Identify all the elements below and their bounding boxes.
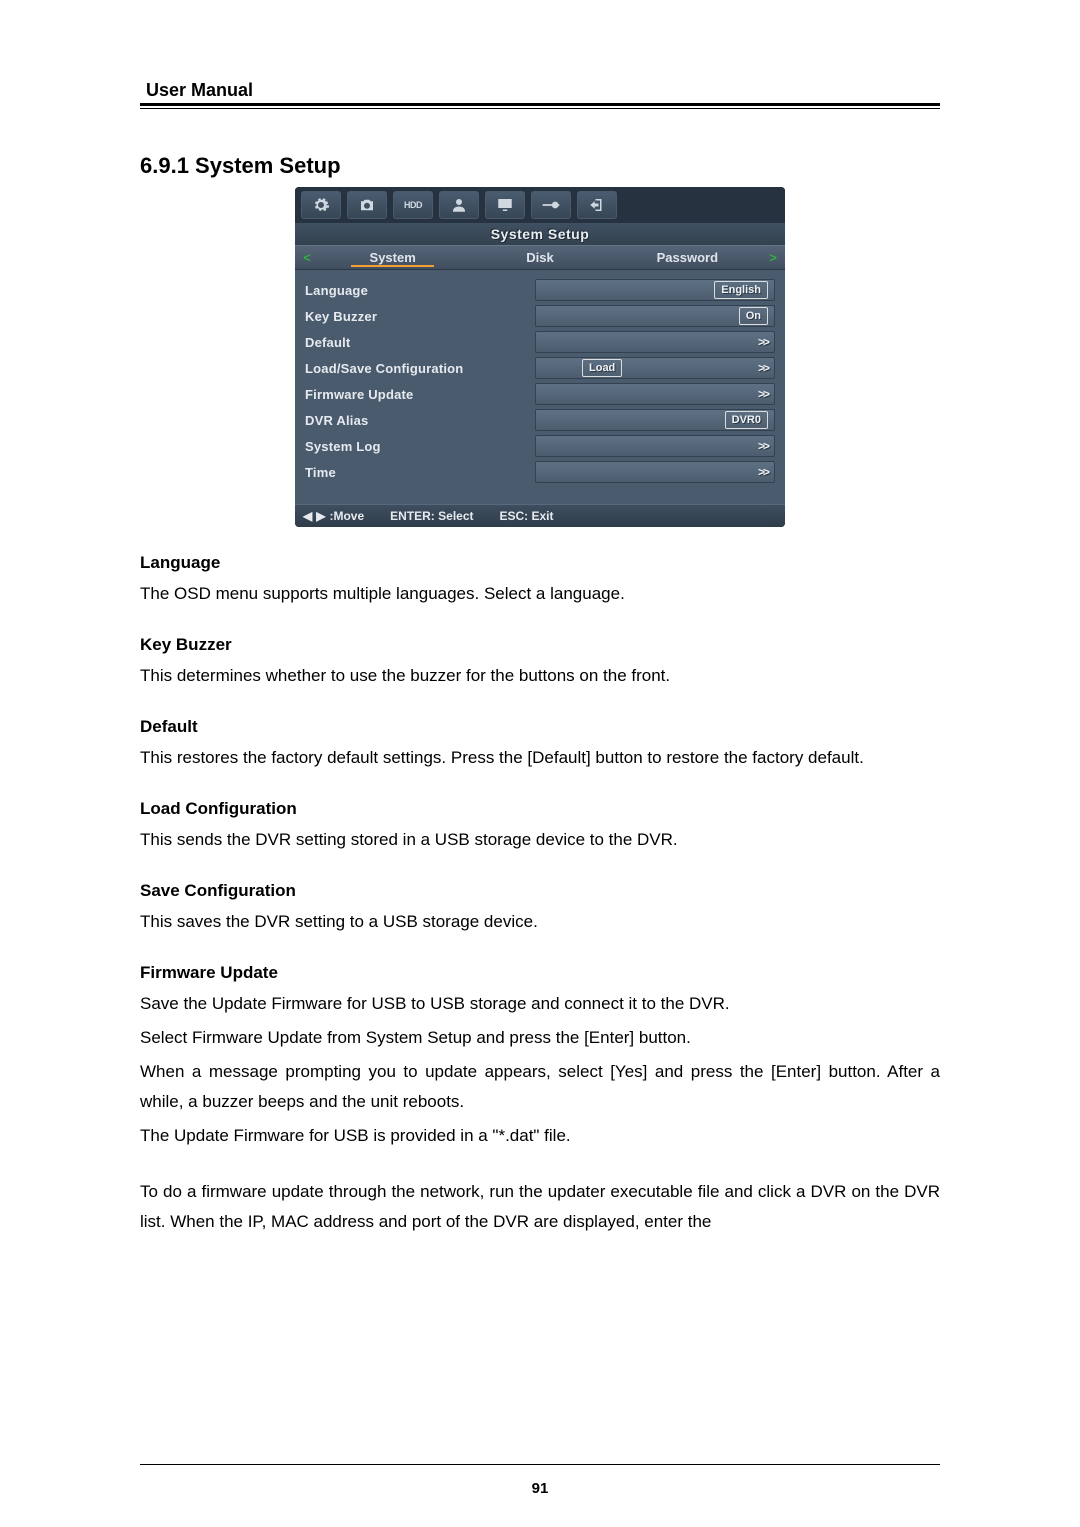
- footer-exit: ESC: Exit: [500, 509, 554, 523]
- section-saveconfig-title: Save Configuration: [140, 881, 940, 901]
- section-firmware-p1: Select Firmware Update from System Setup…: [140, 1023, 940, 1053]
- section-language-title: Language: [140, 553, 940, 573]
- row-default-label: Default: [305, 335, 535, 350]
- row-keybuzzer-value-text: On: [739, 307, 768, 325]
- row-firmware-value[interactable]: >>: [535, 383, 775, 405]
- row-language-label: Language: [305, 283, 535, 298]
- section-loadconfig-p0: This sends the DVR setting stored in a U…: [140, 825, 940, 855]
- row-systemlog-arrows: >>: [758, 439, 768, 453]
- row-systemlog: System Log >>: [305, 434, 775, 458]
- user-icon[interactable]: [439, 191, 479, 219]
- section-heading: 6.9.1 System Setup: [140, 153, 940, 179]
- footer-select: ENTER: Select: [390, 509, 473, 523]
- slider-icon[interactable]: [531, 191, 571, 219]
- row-time: Time >>: [305, 460, 775, 484]
- tabs-right-arrow[interactable]: >: [761, 246, 785, 269]
- row-firmware: Firmware Update >>: [305, 382, 775, 406]
- logout-icon[interactable]: [577, 191, 617, 219]
- row-dvralias-value-text: DVR0: [725, 411, 768, 429]
- tab-system[interactable]: System: [319, 246, 466, 269]
- dvr-toolbar: HDD: [295, 187, 785, 223]
- page-number: 91: [0, 1480, 1080, 1497]
- row-firmware-arrows: >>: [758, 387, 768, 401]
- section-firmware-title: Firmware Update: [140, 963, 940, 983]
- row-dvralias-value[interactable]: DVR0: [535, 409, 775, 431]
- header-rule-thick: [140, 103, 940, 106]
- row-language-value-text: English: [714, 281, 768, 299]
- header-rule-thin: [140, 108, 940, 109]
- tabs-left-arrow[interactable]: <: [295, 246, 319, 269]
- tab-disk[interactable]: Disk: [466, 246, 613, 269]
- section-loadconfig: Load Configuration This sends the DVR se…: [140, 799, 940, 855]
- footer-rule: [140, 1464, 940, 1465]
- section-firmware: Firmware Update Save the Update Firmware…: [140, 963, 940, 1151]
- section-saveconfig: Save Configuration This saves the DVR se…: [140, 881, 940, 937]
- dvr-window-title: System Setup: [295, 223, 785, 245]
- row-language: Language English: [305, 278, 775, 302]
- section-firmware-p2: When a message prompting you to update a…: [140, 1057, 940, 1117]
- section-firmware-p3: The Update Firmware for USB is provided …: [140, 1121, 940, 1151]
- section-default-p0: This restores the factory default settin…: [140, 743, 940, 773]
- section-firmware-p0: Save the Update Firmware for USB to USB …: [140, 989, 940, 1019]
- dvr-tabs: < System Disk Password >: [295, 245, 785, 270]
- row-keybuzzer-value[interactable]: On: [535, 305, 775, 327]
- footer-move-right-glyph: ▶: [316, 509, 325, 523]
- row-default: Default >>: [305, 330, 775, 354]
- hdd-icon-label: HDD: [404, 200, 422, 210]
- row-language-value[interactable]: English: [535, 279, 775, 301]
- row-loadsave-label: Load/Save Configuration: [305, 361, 535, 376]
- tab-password[interactable]: Password: [614, 246, 761, 269]
- row-dvralias-label: DVR Alias: [305, 413, 535, 428]
- section-keybuzzer-title: Key Buzzer: [140, 635, 940, 655]
- dvr-body: Language English Key Buzzer On Default >…: [295, 270, 785, 504]
- section-network-update: To do a firmware update through the netw…: [140, 1177, 940, 1237]
- row-default-value[interactable]: >>: [535, 331, 775, 353]
- monitor-icon[interactable]: [485, 191, 525, 219]
- row-systemlog-value[interactable]: >>: [535, 435, 775, 457]
- section-language-p0: The OSD menu supports multiple languages…: [140, 579, 940, 609]
- row-loadsave-arrows: >>: [758, 361, 768, 375]
- camera-icon[interactable]: [347, 191, 387, 219]
- footer-move-left-glyph: ◀: [303, 509, 312, 523]
- section-keybuzzer: Key Buzzer This determines whether to us…: [140, 635, 940, 691]
- gear-icon[interactable]: [301, 191, 341, 219]
- footer-move-label: :Move: [329, 509, 364, 523]
- row-time-label: Time: [305, 465, 535, 480]
- row-time-arrows: >>: [758, 465, 768, 479]
- hdd-icon[interactable]: HDD: [393, 191, 433, 219]
- section-keybuzzer-p0: This determines whether to use the buzze…: [140, 661, 940, 691]
- section-default-title: Default: [140, 717, 940, 737]
- row-loadsave-value[interactable]: Load >>: [535, 357, 775, 379]
- section-loadconfig-title: Load Configuration: [140, 799, 940, 819]
- page: User Manual 6.9.1 System Setup HDD: [0, 0, 1080, 1527]
- section-saveconfig-p0: This saves the DVR setting to a USB stor…: [140, 907, 940, 937]
- row-keybuzzer: Key Buzzer On: [305, 304, 775, 328]
- dvr-screenshot: HDD System Setup < System Disk Password …: [295, 187, 785, 527]
- row-firmware-label: Firmware Update: [305, 387, 535, 402]
- row-keybuzzer-label: Key Buzzer: [305, 309, 535, 324]
- row-time-value[interactable]: >>: [535, 461, 775, 483]
- page-header-title: User Manual: [140, 80, 940, 101]
- dvr-footer: ◀ ▶ :Move ENTER: Select ESC: Exit: [295, 504, 785, 527]
- footer-move: ◀ ▶ :Move: [303, 509, 364, 523]
- section-network-update-p0: To do a firmware update through the netw…: [140, 1177, 940, 1237]
- row-default-arrows: >>: [758, 335, 768, 349]
- row-dvralias: DVR Alias DVR0: [305, 408, 775, 432]
- row-loadsave-button[interactable]: Load: [582, 359, 622, 377]
- row-systemlog-label: System Log: [305, 439, 535, 454]
- section-language: Language The OSD menu supports multiple …: [140, 553, 940, 609]
- row-loadsave: Load/Save Configuration Load >>: [305, 356, 775, 380]
- section-default: Default This restores the factory defaul…: [140, 717, 940, 773]
